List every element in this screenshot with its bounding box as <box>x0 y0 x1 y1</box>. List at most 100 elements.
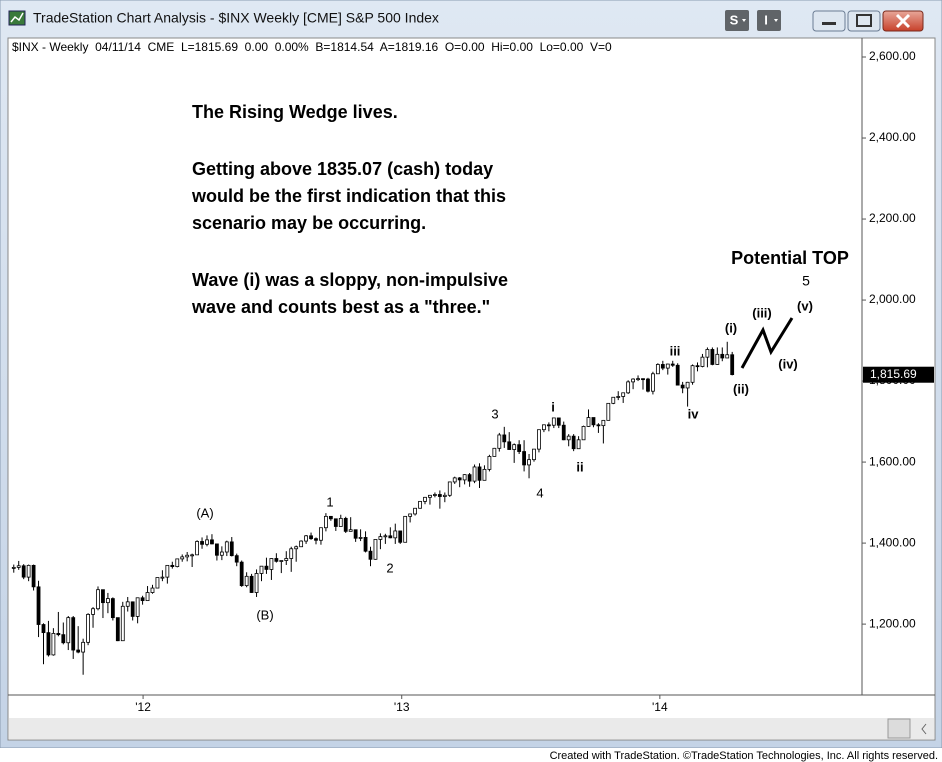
candle-body <box>120 605 125 642</box>
annotation: Getting above 1835.07 (cash) today <box>192 159 493 179</box>
insert-button-label[interactable]: I <box>764 12 768 27</box>
candle-body <box>299 540 304 548</box>
scroll-arrow[interactable] <box>921 723 927 735</box>
candle-body <box>234 555 239 563</box>
candle-body <box>165 564 170 578</box>
candle-body <box>408 513 413 517</box>
x-tick-label: '13 <box>394 700 410 714</box>
candle-body <box>373 539 378 560</box>
candle-body <box>383 535 388 538</box>
candle-body <box>259 565 264 574</box>
candle-body <box>378 536 383 540</box>
candle-body <box>690 365 695 383</box>
wave-label: i <box>551 399 555 414</box>
marks: 1,200.001,400.001,600.001,800.002,000.00… <box>11 49 934 714</box>
maximize-glyph <box>856 14 872 27</box>
scrollbar-thumb[interactable] <box>887 718 911 739</box>
candle-body <box>685 381 690 389</box>
minimize-button[interactable] <box>812 10 846 32</box>
candle-body <box>319 527 323 541</box>
candle-body <box>646 378 650 392</box>
candle-body <box>101 589 105 604</box>
wave-label: (i) <box>725 320 737 335</box>
candle-body <box>185 554 190 558</box>
y-tick-label: 1,600.00 <box>869 454 916 468</box>
candle-body <box>115 617 120 642</box>
candle-body <box>304 535 308 542</box>
candle-body <box>76 649 81 653</box>
candle-body <box>472 466 477 482</box>
candle-body <box>254 573 259 593</box>
y-tick-label: 1,400.00 <box>869 535 916 549</box>
last-price-label: 1,815.69 <box>870 367 917 381</box>
annotation: scenario may be occurring. <box>192 213 426 233</box>
candle-body <box>710 349 715 365</box>
app-icon-glyph <box>10 12 24 23</box>
candle-body <box>492 447 497 457</box>
candle-body <box>309 535 313 540</box>
close-glyph <box>895 13 911 29</box>
wave-label: 2 <box>386 560 393 575</box>
candle-body <box>343 517 348 532</box>
candle-body <box>428 494 432 498</box>
candle-body <box>135 597 140 617</box>
candle-body <box>660 364 665 369</box>
candle-body <box>606 402 611 421</box>
candle-body <box>269 558 274 570</box>
candle-body <box>200 541 204 545</box>
insert-button[interactable] <box>757 10 781 31</box>
candle-body <box>16 565 21 568</box>
wave-label: ii <box>576 459 583 474</box>
wave-label: iv <box>688 406 700 421</box>
x-tick-label: '14 <box>652 700 668 714</box>
candle-body <box>195 541 199 556</box>
candle-body <box>462 474 467 481</box>
candle-body <box>670 363 675 366</box>
wave-label: (A) <box>196 505 213 520</box>
candle-body <box>665 363 670 369</box>
y-tick-label: 2,200.00 <box>869 211 916 225</box>
candle-body <box>477 466 482 481</box>
candle-body <box>591 417 596 426</box>
minimize-glyph <box>822 22 836 25</box>
candle-body <box>224 541 229 553</box>
candle-body <box>621 392 626 397</box>
candle-body <box>91 608 95 615</box>
candle-body <box>452 477 457 483</box>
candle-body <box>31 564 36 588</box>
candle-body <box>705 349 710 358</box>
candle-body <box>626 381 631 394</box>
y-tick-label: 2,600.00 <box>869 49 916 63</box>
candle-body <box>294 546 299 550</box>
candle-body <box>338 517 343 527</box>
candle-body <box>328 515 333 520</box>
candle-body <box>442 494 447 497</box>
style-button-label[interactable]: S <box>730 12 739 27</box>
style-button[interactable] <box>725 10 749 31</box>
y-tick-label: 2,000.00 <box>869 292 916 306</box>
candle-body <box>631 378 635 383</box>
candle-body <box>314 538 318 541</box>
candle-body <box>160 576 165 579</box>
candle-body <box>86 613 90 643</box>
scrollbar[interactable] <box>9 718 934 739</box>
y-tick-label: 1,200.00 <box>869 616 916 630</box>
candle-body <box>730 354 735 375</box>
candle-body <box>616 396 621 398</box>
candle-body <box>522 451 526 466</box>
candle-body <box>467 474 472 482</box>
candle-body <box>41 624 46 634</box>
candle-body <box>180 556 185 560</box>
candle-body <box>170 564 175 567</box>
candle-body <box>289 548 294 559</box>
window-title: TradeStation Chart Analysis - $INX Weekl… <box>33 10 439 26</box>
candle-body <box>715 353 720 365</box>
candle-body <box>215 543 219 556</box>
candle-body <box>110 598 115 619</box>
candle-body <box>507 441 512 450</box>
candle-body <box>393 530 398 539</box>
dropdown-arrow <box>774 19 778 22</box>
candle-body <box>333 518 338 527</box>
candle-body <box>51 633 56 656</box>
